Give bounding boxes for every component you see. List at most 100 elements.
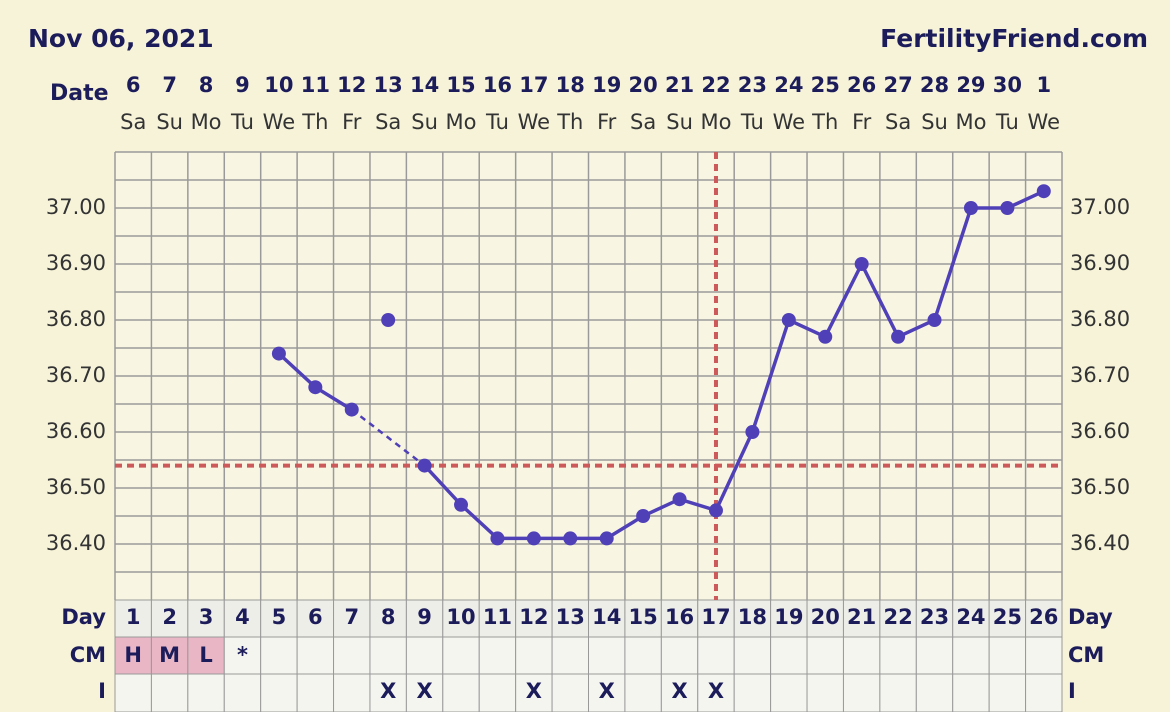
- weekday: Su: [666, 110, 693, 134]
- table-cell: [915, 599, 954, 638]
- table-cell: [296, 599, 335, 638]
- cell-value: 19: [774, 605, 803, 629]
- date-number: 25: [811, 73, 840, 97]
- cell-value: 4: [235, 605, 250, 629]
- row-label: Day: [61, 605, 106, 629]
- table-cell: [551, 636, 589, 675]
- temp-point: [526, 531, 541, 546]
- table-cell: [369, 636, 407, 675]
- cell-value: 2: [162, 605, 177, 629]
- table-cell: [697, 673, 735, 712]
- row-label: CM: [70, 643, 106, 667]
- cell-value: 1: [126, 605, 141, 629]
- table-cell: [588, 599, 626, 638]
- date-number: 1: [1036, 73, 1051, 97]
- temp-point: [1000, 201, 1015, 215]
- table-cell: [223, 636, 262, 675]
- date-number: 19: [592, 73, 621, 97]
- row-label: I: [98, 679, 106, 703]
- temp-point: [308, 380, 323, 395]
- weekday: Mo: [700, 110, 731, 134]
- y-tick-label: 37.00: [1070, 195, 1130, 219]
- table-cell: [915, 636, 954, 675]
- y-tick-label: 36.50: [46, 475, 106, 499]
- table-cell: [842, 636, 881, 675]
- table-cell: [952, 636, 990, 675]
- table-cell: [296, 673, 335, 712]
- table-cell: [624, 673, 662, 712]
- table-cell: [733, 599, 772, 638]
- table-cell: [333, 599, 371, 638]
- table-cell: [515, 599, 553, 638]
- temp-point: [344, 402, 359, 417]
- date-number: 30: [993, 73, 1022, 97]
- temp-point: [745, 425, 760, 439]
- cell-value: 17: [701, 605, 730, 629]
- table-cell: [770, 673, 808, 712]
- y-tick-label: 36.70: [1070, 363, 1130, 387]
- row-label: Day: [1068, 605, 1113, 629]
- table-cell: [369, 599, 407, 638]
- date-number: 24: [774, 73, 803, 97]
- table-cell: [114, 636, 152, 675]
- temp-point: [381, 313, 396, 327]
- table-cell: [915, 673, 954, 712]
- weekday: Mo: [955, 110, 986, 134]
- table-cell: [333, 673, 371, 712]
- date-number: 20: [629, 73, 658, 97]
- weekday: Tu: [995, 110, 1019, 134]
- weekday: Tu: [740, 110, 764, 134]
- table-cell: [806, 673, 844, 712]
- cell-value: 20: [811, 605, 840, 629]
- weekday: Th: [556, 110, 583, 134]
- weekday: Sa: [885, 110, 911, 134]
- table-cell: [1025, 636, 1063, 675]
- table-cell: [515, 673, 553, 712]
- table-cell: [588, 673, 626, 712]
- date-number: 23: [738, 73, 767, 97]
- date-number: 17: [519, 73, 548, 97]
- cell-value: 22: [883, 605, 912, 629]
- date-number: 22: [701, 73, 730, 97]
- table-cell: [952, 673, 990, 712]
- cell-value: X: [599, 679, 615, 703]
- temp-point: [818, 329, 833, 344]
- cell-value: X: [416, 679, 432, 703]
- row-label: CM: [1068, 643, 1104, 667]
- temp-point: [636, 509, 651, 523]
- cell-value: 5: [272, 605, 287, 629]
- date-number: 18: [556, 73, 585, 97]
- date-number: 6: [126, 73, 141, 97]
- cell-value: 10: [446, 605, 475, 629]
- weekday: Sa: [120, 110, 146, 134]
- cell-value: X: [671, 679, 687, 703]
- y-tick-label: 36.80: [46, 307, 106, 331]
- cell-value: H: [124, 643, 142, 667]
- weekday: We: [263, 110, 295, 134]
- cell-value: 13: [556, 605, 585, 629]
- table-cell: [260, 599, 298, 638]
- y-tick-label: 36.50: [1070, 475, 1130, 499]
- weekday: Fr: [342, 110, 362, 134]
- date-number: 14: [410, 73, 439, 97]
- cell-value: 8: [381, 605, 396, 629]
- date-label: Date: [50, 81, 109, 106]
- temp-point: [672, 492, 687, 507]
- cell-value: *: [237, 643, 248, 667]
- y-tick-label: 37.00: [46, 195, 106, 219]
- table-cell: [260, 673, 298, 712]
- weekday: Su: [411, 110, 438, 134]
- temp-point: [854, 257, 869, 271]
- cell-value: 18: [738, 605, 767, 629]
- weekday: Su: [156, 110, 183, 134]
- row-label: I: [1068, 679, 1076, 703]
- weekday: Fr: [852, 110, 872, 134]
- table-cell: [660, 636, 699, 675]
- weekday: Mo: [446, 110, 477, 134]
- table-cell: [296, 636, 335, 675]
- cell-value: 11: [483, 605, 512, 629]
- y-tick-label: 36.60: [1070, 419, 1130, 443]
- cell-value: 9: [417, 605, 432, 629]
- table-cell: [988, 673, 1027, 712]
- temp-point: [271, 346, 286, 361]
